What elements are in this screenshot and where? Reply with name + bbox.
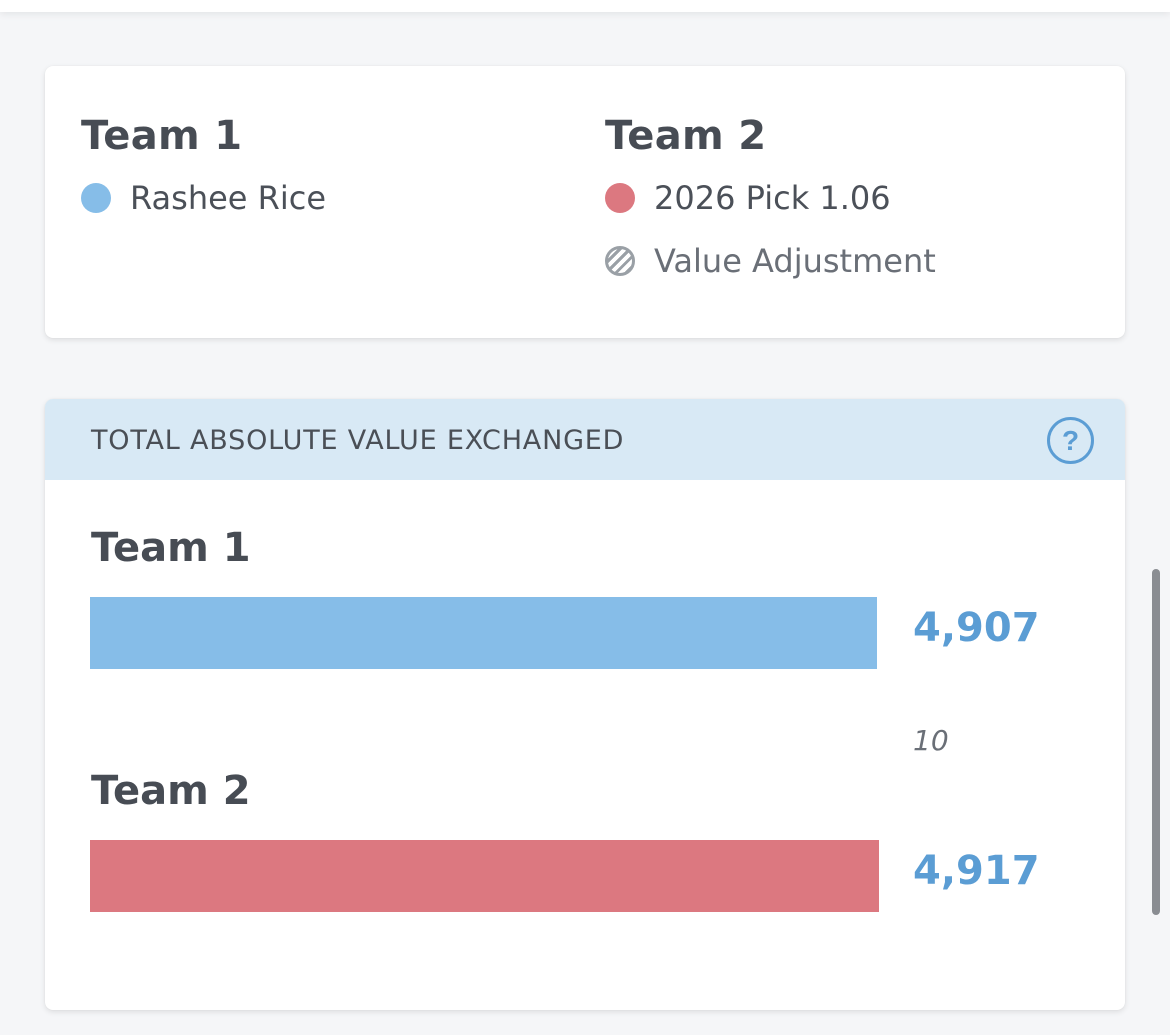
top-bar — [0, 0, 1170, 12]
value-adjustment-label: Value Adjustment — [654, 241, 936, 280]
value-bar-team-2 — [90, 840, 879, 912]
value-exchanged-header: TOTAL ABSOLUTE VALUE EXCHANGED ? — [45, 399, 1125, 480]
team-1-asset[interactable]: Rashee Rice — [81, 166, 326, 229]
team-1-column: Team 1 Rashee Rice — [81, 110, 326, 229]
team-2-asset-label: 2026 Pick 1.06 — [654, 178, 891, 217]
team-2-asset-pick[interactable]: 2026 Pick 1.06 — [605, 166, 936, 229]
team-1-heading: Team 1 — [81, 113, 243, 159]
value-bar-team-1 — [90, 597, 877, 669]
team-2-asset-value-adjustment[interactable]: Value Adjustment — [605, 229, 936, 292]
hatched-circle-icon — [605, 245, 635, 276]
value-exchanged-card: TOTAL ABSOLUTE VALUE EXCHANGED ? Team 1 … — [45, 399, 1125, 1010]
bar-label-team-1: Team 1 — [91, 525, 251, 571]
team-2-heading: Team 2 — [605, 113, 767, 159]
scrollbar[interactable] — [1152, 569, 1160, 915]
team-2-dot-icon — [605, 182, 635, 213]
bar-label-team-2: Team 2 — [91, 768, 251, 814]
value-exchanged-title: TOTAL ABSOLUTE VALUE EXCHANGED — [91, 425, 625, 456]
trade-teams-card: Team 1 Rashee Rice Team 2 2026 Pick 1.06… — [45, 66, 1125, 338]
team-1-dot-icon — [81, 182, 111, 213]
bar-value-team-2: 4,917 — [913, 848, 1040, 894]
question-circle-icon[interactable]: ? — [1047, 417, 1094, 464]
bar-value-team-1: 4,907 — [913, 605, 1040, 651]
team-2-column: Team 2 2026 Pick 1.06 Value Adjustment — [605, 110, 936, 292]
value-difference: 10 — [913, 724, 949, 757]
team-1-asset-label: Rashee Rice — [130, 178, 327, 217]
